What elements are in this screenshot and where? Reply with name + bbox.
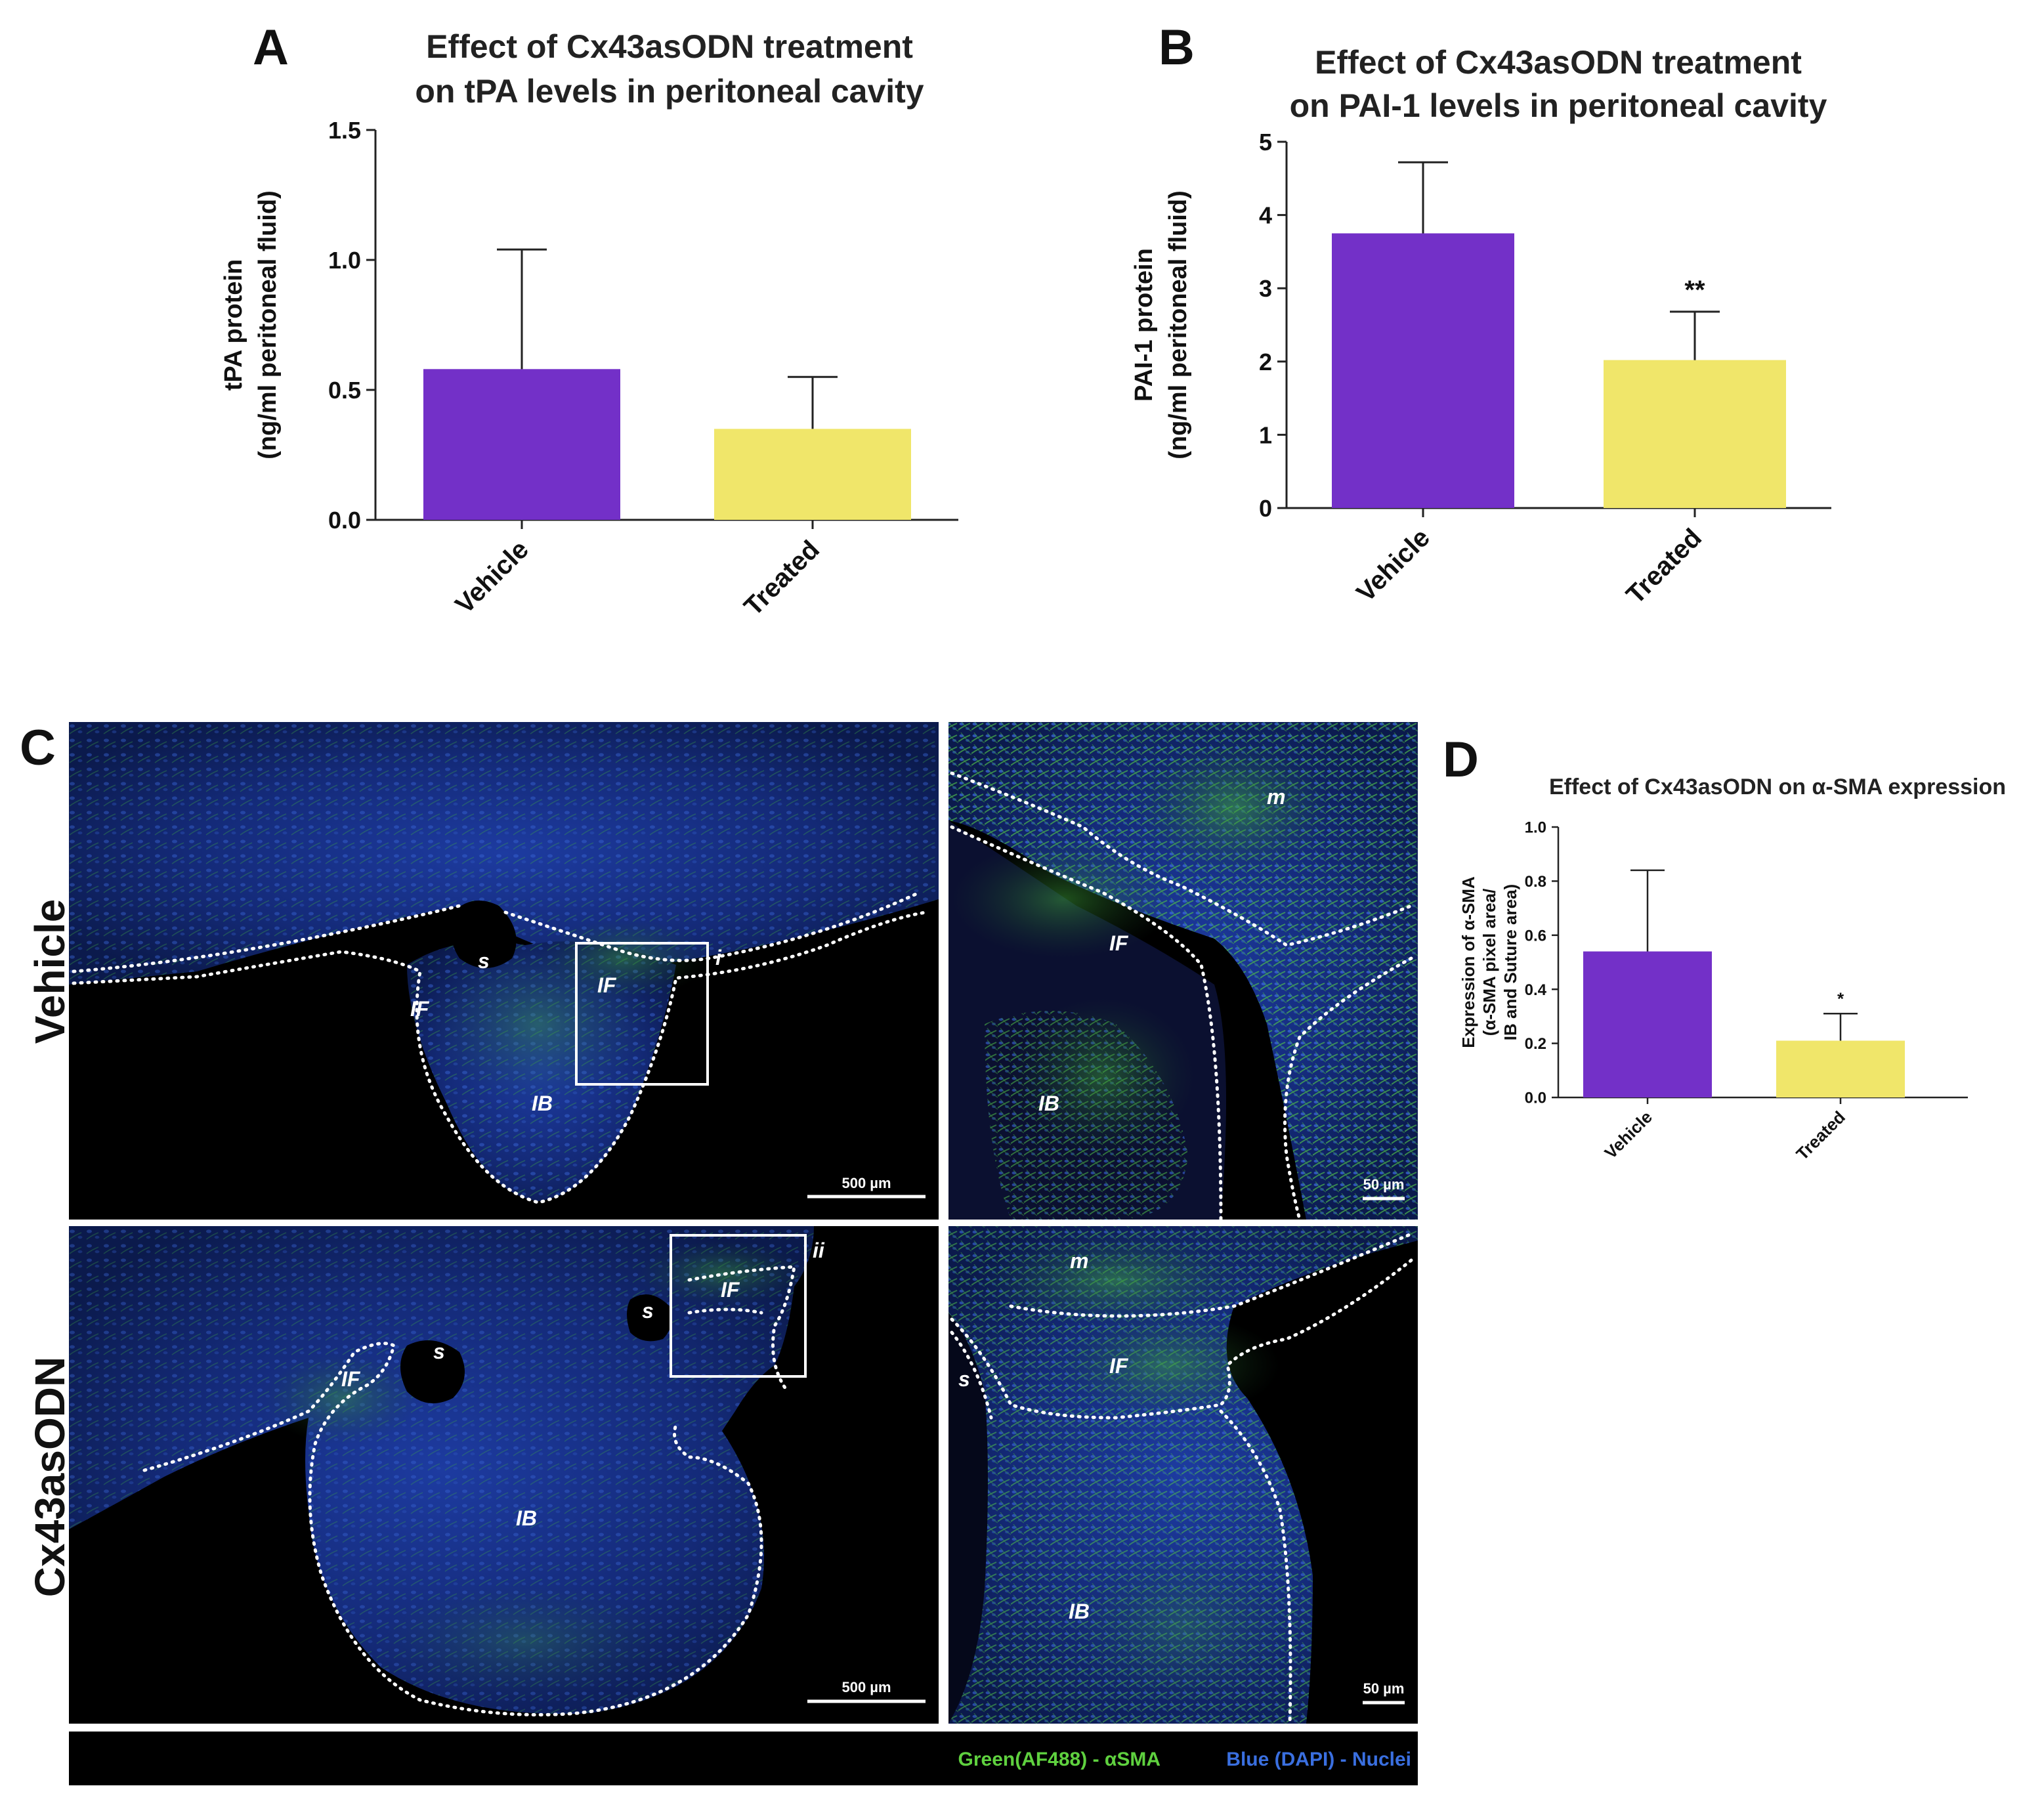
y-tick-label: 0.2 [1525,1035,1546,1053]
y-axis-title: tPA protein [220,259,247,391]
y-tick-label: 1.0 [1525,819,1546,837]
label-ib: IB [516,1506,537,1530]
bar-vehicle [423,369,620,520]
inset-label-i: i [715,946,722,969]
y-tick-label: 4 [1259,202,1272,229]
x-category-label: Vehicle [1351,523,1436,608]
y-axis-title: IB and Suture area) [1501,884,1520,1040]
micrograph-vehicle-overview: i IF IF s IB 500 µm [69,722,939,1220]
scale-bar-label: 500 µm [841,1175,891,1191]
y-tick-label: 1.5 [328,117,361,144]
x-category-label: Treated [738,535,825,622]
chart-d: Effect of Cx43asODN on α-SMA expression E… [1458,775,2006,1164]
bar-vehicle [1332,233,1514,508]
row-label-cx43asodn: Cx43asODN [26,1357,74,1597]
scale-bar-label: 50 µm [1363,1680,1405,1697]
y-tick-label: 5 [1259,129,1272,156]
label-m: m [1070,1249,1088,1273]
panel-letter-c: C [20,720,56,776]
y-tick-label: 0.8 [1525,873,1546,891]
legend-green-label: Green(AF488) - αSMA [958,1749,1161,1770]
x-category-label: Treated [1792,1107,1849,1164]
micrograph-treated-zoom: m IF s IB 50 µm [948,1226,1418,1724]
micrograph-treated-overview: ii IF IF s s IB 500 µm [69,1226,939,1724]
bar-vehicle [1583,951,1712,1097]
y-tick-label: 0.0 [1525,1090,1546,1107]
x-category-label: Vehicle [450,535,534,620]
bar-treated [714,429,911,520]
legend-blue-label: Blue (DAPI) - Nuclei [1226,1749,1411,1770]
label-ib: IB [532,1092,553,1115]
label-m: m [1267,785,1285,809]
bar-treated [1776,1040,1905,1097]
row-label-vehicle: Vehicle [26,899,74,1044]
label-ib: IB [1069,1600,1090,1623]
label-s: s [958,1367,970,1391]
chart-b: Effect of Cx43asODN treatment on PAI-1 le… [1130,44,1831,610]
y-axis-title: (ng/ml peritoneal fluid) [1164,190,1192,459]
panel-letter-a: A [253,20,289,75]
significance-marker: ** [1684,276,1705,305]
chart-title: Effect of Cx43asODN on α-SMA expression [1549,775,2006,799]
label-if: IF [1109,931,1129,955]
label-if: IF [721,1278,740,1302]
chart-title: on tPA levels in peritoneal cavity [415,73,924,110]
label-if: IF [341,1367,361,1391]
chart-title: Effect of Cx43asODN treatment [1315,44,1802,81]
y-tick-label: 3 [1259,275,1272,302]
y-axis-title: (α-SMA pixel area/ [1480,889,1499,1036]
panel-letter-b: B [1159,20,1195,75]
stain-legend-bar [69,1732,1418,1785]
y-tick-label: 0.6 [1525,927,1546,945]
label-ib: IB [1038,1092,1059,1115]
label-if: IF [1109,1354,1129,1378]
x-category-label: Vehicle [1600,1107,1656,1163]
scale-bar-label: 50 µm [1363,1176,1405,1193]
significance-marker: * [1837,989,1844,1008]
y-axis-title: Expression of α-SMA [1458,876,1478,1048]
inset-label-ii: ii [813,1239,825,1262]
bar-treated [1604,360,1786,508]
label-s: s [642,1299,654,1323]
chart-a: Effect of Cx43asODN treatment on tPA leve… [220,28,958,622]
y-tick-label: 2 [1259,349,1272,375]
label-s: s [478,949,490,973]
label-if: IF [410,997,430,1021]
y-tick-label: 0.0 [328,507,361,534]
micrograph-vehicle-zoom: m IF IB 50 µm [948,722,1418,1220]
chart-title: Effect of Cx43asODN treatment [426,28,913,65]
y-tick-label: 0.4 [1525,981,1547,999]
y-tick-label: 0 [1259,495,1272,522]
label-s: s [433,1340,445,1363]
scale-bar-label: 500 µm [841,1679,891,1695]
y-axis-title: PAI-1 protein [1130,248,1158,402]
y-axis-title: (ng/ml peritoneal fluid) [254,190,282,459]
y-tick-label: 1 [1259,421,1272,448]
x-category-label: Treated [1621,523,1707,610]
y-tick-label: 1.0 [328,247,361,274]
chart-title: on PAI-1 levels in peritoneal cavity [1290,87,1827,124]
panel-letter-d: D [1443,732,1479,788]
y-tick-label: 0.5 [328,377,361,404]
label-if: IF [597,973,617,997]
